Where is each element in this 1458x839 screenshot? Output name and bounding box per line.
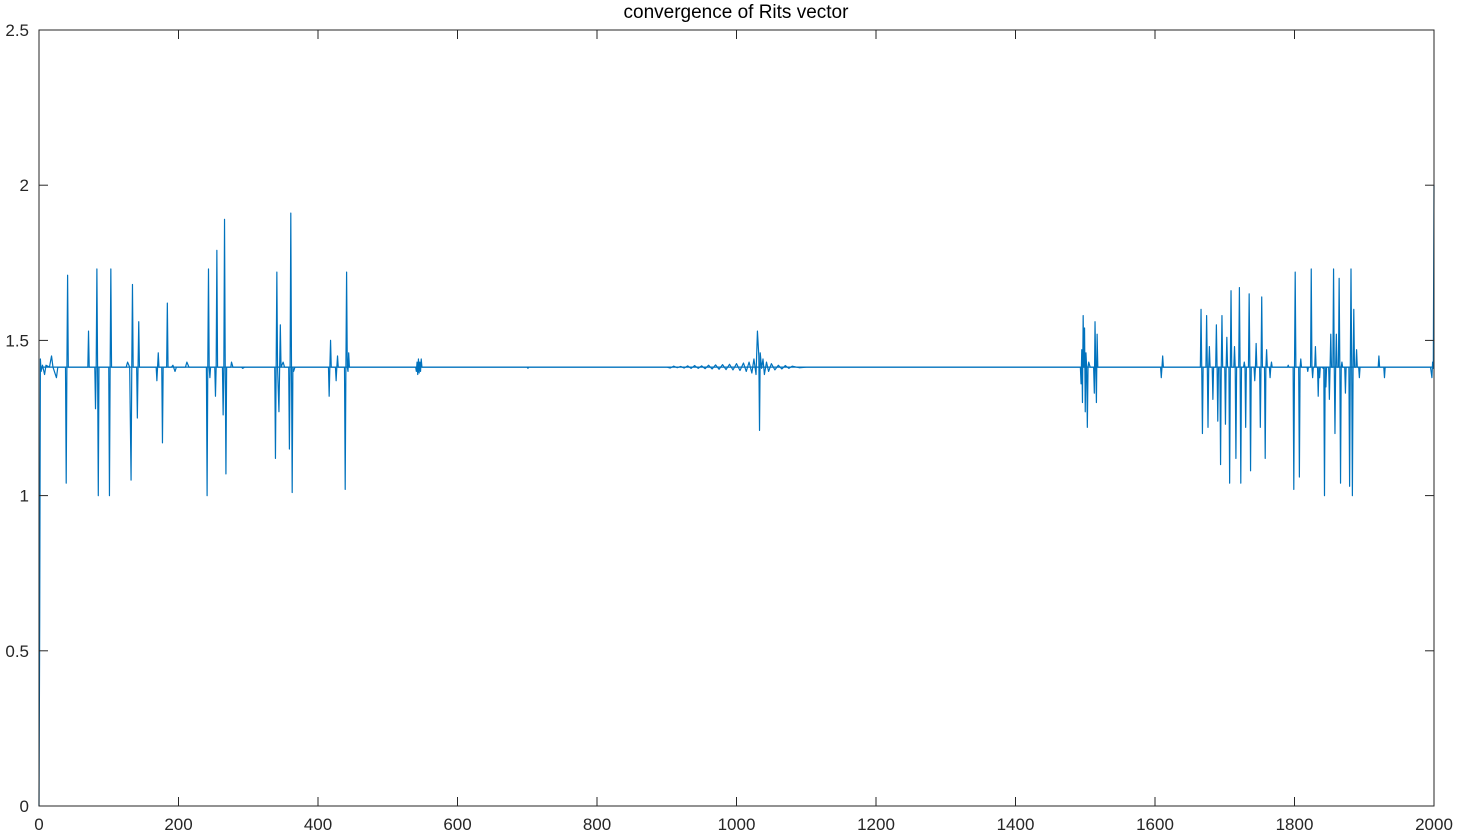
y-tick-label: 0: [20, 797, 29, 816]
x-tick-label: 600: [443, 815, 471, 834]
y-tick-label: 1.5: [5, 331, 29, 350]
plot-area: [39, 30, 1434, 806]
x-tick-label: 800: [583, 815, 611, 834]
y-tick-label: 2: [20, 176, 29, 195]
x-axis: 0 200 400 600 800 1000 1200 1400 1600 1800 2000: [34, 30, 1453, 834]
x-tick-label: 1000: [718, 815, 756, 834]
x-tick-label: 1400: [997, 815, 1035, 834]
y-tick-label: 2.5: [5, 21, 29, 40]
chart-title: convergence of Rits vector: [624, 2, 850, 23]
x-tick-label: 400: [304, 815, 332, 834]
x-tick-label: 1600: [1136, 815, 1174, 834]
x-tick-label: 200: [164, 815, 192, 834]
y-tick-label: 1: [20, 487, 29, 506]
x-tick-label: 0: [34, 815, 43, 834]
y-axis: 0 0.5 1 1.5 2 2.5: [5, 21, 1434, 816]
x-tick-label: 1200: [857, 815, 895, 834]
x-tick-label: 1800: [1276, 815, 1314, 834]
y-tick-label: 0.5: [5, 642, 29, 661]
x-tick-label: 2000: [1415, 815, 1453, 834]
